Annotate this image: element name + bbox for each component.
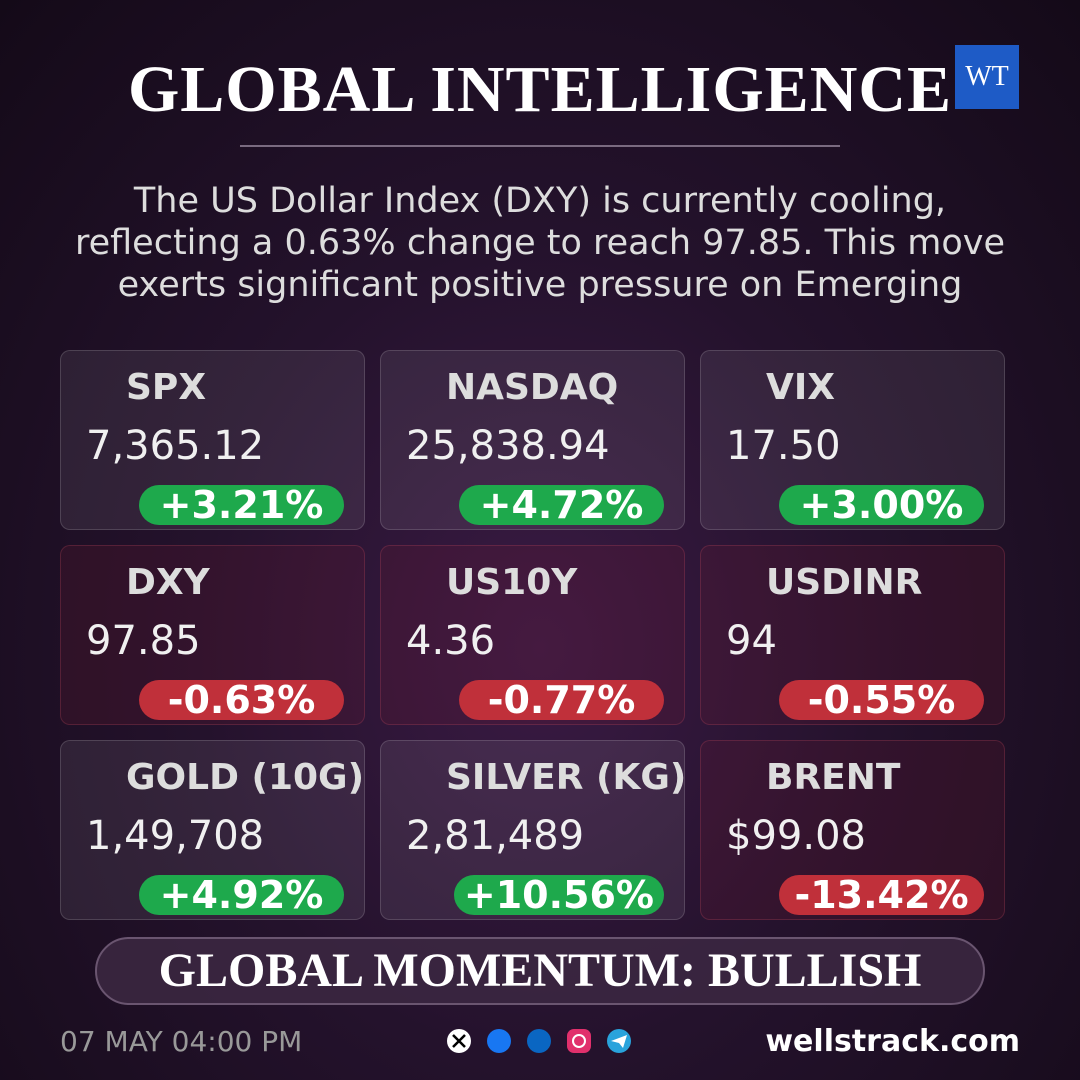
market-card: US10Y 4.36 -0.77% [380, 545, 685, 725]
date: 07 MAY 04:00 PM [60, 1025, 303, 1058]
ticker-value: $99.08 [726, 813, 866, 859]
change-badge: -0.63% [139, 680, 344, 720]
ticker-value: 2,81,489 [406, 813, 585, 859]
ticker-name: US10Y [446, 562, 578, 603]
ticker-name: SPX [126, 367, 207, 408]
ticker-name: BRENT [766, 757, 901, 798]
linkedin-icon[interactable] [527, 1029, 551, 1053]
logo: WT [955, 45, 1019, 109]
ticker-value: 94 [726, 618, 777, 664]
change-badge: +10.56% [453, 875, 664, 915]
title: GLOBAL INTELLIGENCE [127, 53, 953, 126]
facebook-icon[interactable] [487, 1029, 511, 1053]
market-card: NASDAQ 25,838.94 +4.72% [380, 350, 685, 530]
site-link[interactable]: wellstrack.com [765, 1024, 1020, 1059]
instagram-icon[interactable] [567, 1029, 591, 1053]
change-badge: +4.92% [139, 875, 344, 915]
ticker-value: 1,49,708 [86, 813, 265, 859]
market-card: SPX 7,365.12 +3.21% [60, 350, 365, 530]
market-card: DXY 97.85 -0.63% [60, 545, 365, 725]
ticker-value: 17.50 [726, 423, 841, 469]
ticker-name: VIX [766, 367, 836, 408]
market-card: BRENT $99.08 -13.42% [700, 740, 1005, 920]
ticker-value: 4.36 [406, 618, 496, 664]
ticker-name: GOLD (10G) [126, 757, 365, 798]
banner: GLOBAL MOMENTUM: BULLISH [95, 937, 985, 1005]
ticker-value: 97.85 [86, 618, 201, 664]
ticker-value: 7,365.12 [86, 423, 265, 469]
ticker-name: NASDAQ [446, 367, 619, 408]
summary: The US Dollar Index (DXY) is currently c… [74, 181, 1006, 305]
change-badge: -0.77% [459, 680, 664, 720]
change-badge: +3.00% [779, 485, 984, 525]
divider [240, 145, 840, 147]
instagram-glyph [572, 1034, 586, 1048]
market-card: VIX 17.50 +3.00% [700, 350, 1005, 530]
ticker-value: 25,838.94 [406, 423, 610, 469]
x-glyph [452, 1034, 466, 1048]
ticker-name: DXY [126, 562, 210, 603]
change-badge: -0.55% [779, 680, 984, 720]
market-card: USDINR 94 -0.55% [700, 545, 1005, 725]
ticker-name: SILVER (KG) [446, 757, 687, 798]
ticker-name: USDINR [766, 562, 923, 603]
change-badge: +4.72% [459, 485, 664, 525]
change-badge: -13.42% [779, 875, 984, 915]
telegram-glyph [611, 1035, 627, 1048]
change-badge: +3.21% [139, 485, 344, 525]
market-card: GOLD (10G) 1,49,708 +4.92% [60, 740, 365, 920]
market-card: SILVER (KG) 2,81,489 +10.56% [380, 740, 687, 920]
social-icons [447, 1029, 631, 1053]
